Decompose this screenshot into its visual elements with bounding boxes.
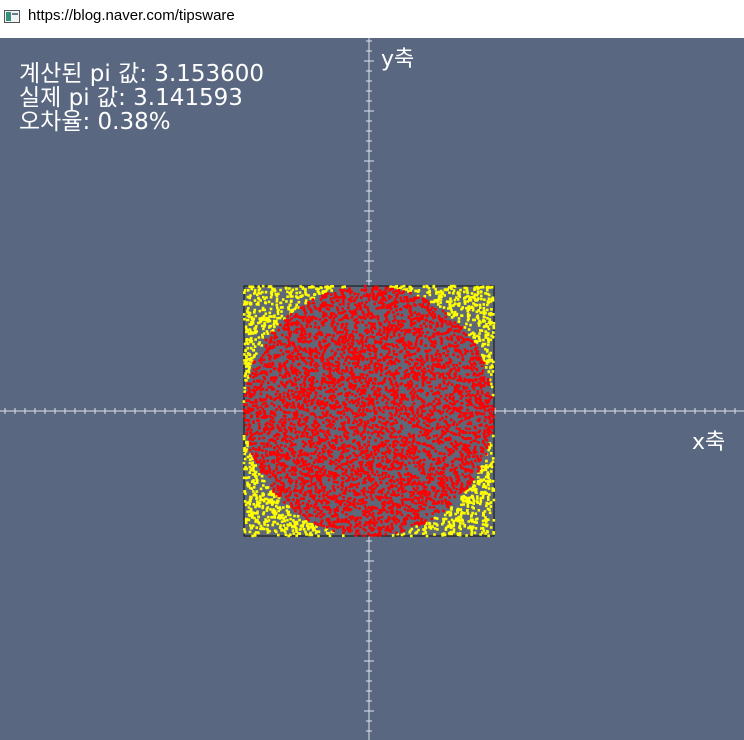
points-inside-circle bbox=[242, 285, 495, 537]
random-points bbox=[242, 284, 496, 538]
y-axis-label: y축 bbox=[381, 47, 415, 72]
simulation-canvas: 계산된 pi 값: 3.153600 실제 pi 값: 3.141593 오차율… bbox=[0, 38, 744, 740]
x-axis-label: x축 bbox=[692, 430, 726, 455]
monte-carlo-plot bbox=[0, 38, 744, 740]
title-bar: https://blog.naver.com/tipsware bbox=[0, 0, 744, 36]
app-window-icon bbox=[4, 10, 20, 23]
window-title: https://blog.naver.com/tipsware bbox=[28, 7, 235, 24]
actual-pi-text: 실제 pi 값: 3.141593 bbox=[19, 85, 243, 111]
calculated-pi-text: 계산된 pi 값: 3.153600 bbox=[19, 61, 265, 87]
error-rate-text: 오차율: 0.38% bbox=[19, 109, 171, 135]
points-outside-circle bbox=[242, 284, 496, 538]
pi-stats: 계산된 pi 값: 3.153600 실제 pi 값: 3.141593 오차율… bbox=[19, 62, 264, 134]
